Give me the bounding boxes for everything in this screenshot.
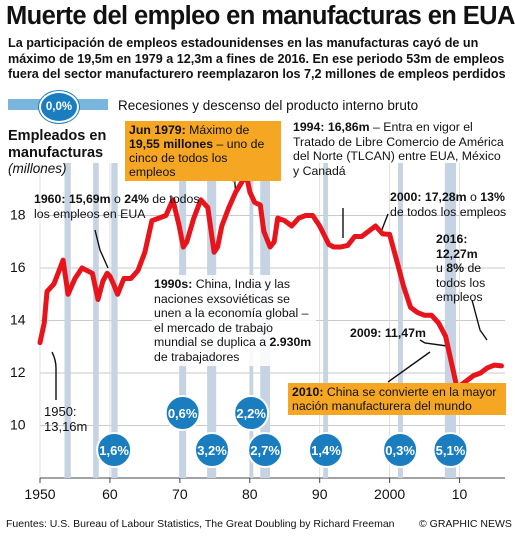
recession-label-circle-7 bbox=[307, 432, 344, 468]
leader-2009 bbox=[419, 339, 448, 347]
annotation-1990s: 1990s: China, India y las naciones exsov… bbox=[152, 275, 316, 366]
annotation-2009-text: 2009: 11,47m bbox=[350, 326, 426, 340]
recession-labels: 1,6% 0,6% 3,2% 2,2% 2,7% 1,4% 0,3% 5,1% bbox=[96, 395, 469, 468]
y-tick-label-12: 12 bbox=[10, 364, 26, 380]
recession-band-8 bbox=[398, 163, 403, 478]
recession-label-2: 1,6% bbox=[96, 432, 133, 468]
recession-label-text-6: 2,7% bbox=[250, 443, 280, 458]
series-line-manufacturing-employees bbox=[37, 172, 504, 390]
y-tick-label-18: 18 bbox=[10, 207, 26, 223]
x-tick-label-2010: 10 bbox=[452, 486, 468, 502]
recession-label-text-3: 0,6% bbox=[168, 406, 198, 421]
y-tick-label-10: 10 bbox=[10, 417, 26, 433]
recession-label-4: 3,2% bbox=[194, 432, 231, 468]
annotation-2000: 2000: 17,28m o 13% de todos los empleos bbox=[390, 190, 510, 219]
annotation-1960-rest: de todos los empleos en EUA bbox=[34, 192, 200, 221]
recession-label-3: 0,6% bbox=[164, 395, 201, 431]
leader-1950 bbox=[51, 351, 57, 400]
recession-label-text-5: 2,2% bbox=[236, 406, 266, 421]
annotation-2010-bold: 2010: bbox=[292, 385, 324, 399]
annotation-1979-head-rest: Máximo de bbox=[185, 123, 250, 137]
annotation-1979-box: Jun 1979: Máximo de 19,55 millones – uno … bbox=[125, 121, 281, 181]
recession-label-circle-6 bbox=[247, 432, 284, 468]
leader-2000 bbox=[380, 213, 389, 233]
annotation-1990s-end: de trabajadores bbox=[154, 349, 240, 364]
x-tick-label-1970: 70 bbox=[172, 486, 188, 502]
annotation-2000-mid: o bbox=[466, 190, 481, 204]
recession-label-circle-9 bbox=[432, 432, 469, 468]
x-axis-ticks: 1950 60 70 80 90 2000 10 bbox=[24, 478, 468, 502]
x-tick-label-1950: 1950 bbox=[24, 486, 55, 502]
annotation-2016-rest2: de todos los empleos bbox=[436, 261, 486, 304]
annotation-2000-rest: de todos los empleos bbox=[390, 204, 507, 219]
annotation-1990s-rest: China, India y las naciones exsoviéticas… bbox=[154, 277, 309, 349]
annotation-1960: 1960: 15,69m o 24% de todos los empleos … bbox=[34, 192, 204, 221]
recession-label-5: 2,2% bbox=[233, 395, 270, 431]
page-subtitle: La participación de empleos estadouniden… bbox=[8, 36, 506, 81]
recession-label-7: 1,4% bbox=[307, 432, 344, 468]
annotation-2016: 2016: 12,27m u 8% de todos los empleos bbox=[436, 232, 512, 305]
y-axis-label: Empleados en manufacturas bbox=[8, 128, 107, 161]
recession-label-circle-5 bbox=[233, 395, 270, 431]
recession-label-text-4: 3,2% bbox=[197, 443, 227, 458]
leader-2016 bbox=[471, 299, 488, 341]
recession-band-9 bbox=[444, 163, 457, 478]
annotation-1960-bold: 1960: 15,69m bbox=[34, 192, 111, 206]
recession-band-7 bbox=[323, 163, 329, 478]
annotation-1994-bold: 1994: 16,86m bbox=[293, 120, 370, 134]
y-tick-label-14: 14 bbox=[10, 312, 26, 328]
annotation-2010-box: 2010: China se convierte en la mayor nac… bbox=[288, 383, 506, 415]
recession-label-8: 0,3% bbox=[382, 432, 419, 468]
y-tick-label-16: 16 bbox=[10, 259, 26, 275]
y-axis-ticks: 10 12 14 16 18 bbox=[10, 207, 26, 433]
annotation-1960-mid: o bbox=[110, 192, 125, 206]
annotation-2009: 2009: 11,47m bbox=[350, 326, 426, 341]
recession-label-text-8: 0,3% bbox=[385, 443, 415, 458]
recession-label-circle-3 bbox=[164, 395, 201, 431]
x-tick-label-1980: 80 bbox=[242, 486, 258, 502]
annotation-1950-value: 13,16m bbox=[44, 419, 88, 434]
annotation-1960-pct: 24% bbox=[124, 192, 149, 206]
annotation-2016-value: 12,27m bbox=[436, 246, 478, 261]
recession-label-text-7: 1,4% bbox=[311, 443, 341, 458]
annotation-2000-bold: 2000: 17,28m bbox=[390, 190, 467, 204]
recession-label-circle-2 bbox=[96, 432, 133, 468]
y-axis-units: (millones) bbox=[8, 161, 67, 176]
annotation-2016-year: 2016: bbox=[436, 232, 468, 246]
legend-circle: 0,0% bbox=[39, 91, 79, 123]
recession-band-0 bbox=[64, 163, 71, 478]
annotation-1994-rest: – Entra en vigor el Tratado de Libre Com… bbox=[293, 120, 504, 178]
recession-label-circle-8 bbox=[382, 432, 419, 468]
recession-label-text-9: 5,1% bbox=[436, 443, 466, 458]
annotation-1990s-bold: 1990s: bbox=[154, 277, 193, 291]
source-note: Fuentes: U.S. Bureau of Labour Statistic… bbox=[6, 518, 395, 530]
page-title: Muerte del empleo en manufacturas en EUA bbox=[6, 2, 515, 30]
annotation-2016-pct: 8% bbox=[446, 261, 465, 275]
annotation-2010-rest: China se convierte en la mayor nación ma… bbox=[292, 385, 497, 413]
recession-label-9: 5,1% bbox=[432, 432, 469, 468]
annotation-1979-bold: 19,55 millones bbox=[129, 137, 214, 151]
leader-2010 bbox=[387, 351, 431, 383]
recession-label-circle-4 bbox=[194, 432, 231, 468]
annotation-1950: 1950: 13,16m bbox=[44, 404, 87, 434]
x-tick-label-1990: 90 bbox=[312, 486, 328, 502]
annotation-1950-year: 1950: bbox=[44, 404, 77, 419]
recession-band-1 bbox=[93, 163, 99, 478]
recession-label-text-2: 1,6% bbox=[99, 443, 129, 458]
annotation-1990s-num: 2.930m bbox=[269, 335, 312, 349]
recession-band-2 bbox=[111, 163, 118, 478]
annotation-1979-head: Jun 1979: bbox=[129, 123, 186, 137]
annotation-1994: 1994: 16,86m – Entra en vigor el Tratado… bbox=[293, 120, 505, 178]
annotation-1979-rest: – uno de cinco de todos los empleos bbox=[129, 137, 265, 179]
legend-text: Recesiones y descenso del producto inter… bbox=[118, 98, 419, 113]
annotation-2016-rest1: u bbox=[436, 261, 447, 275]
x-tick-label-1960: 60 bbox=[102, 486, 118, 502]
x-tick-label-2000: 2000 bbox=[374, 486, 405, 502]
credit: © GRAPHIC NEWS bbox=[419, 518, 512, 530]
leader-1960 bbox=[94, 229, 109, 269]
annotation-2000-pct: 13% bbox=[480, 190, 505, 204]
recession-label-6: 2,7% bbox=[247, 432, 284, 468]
